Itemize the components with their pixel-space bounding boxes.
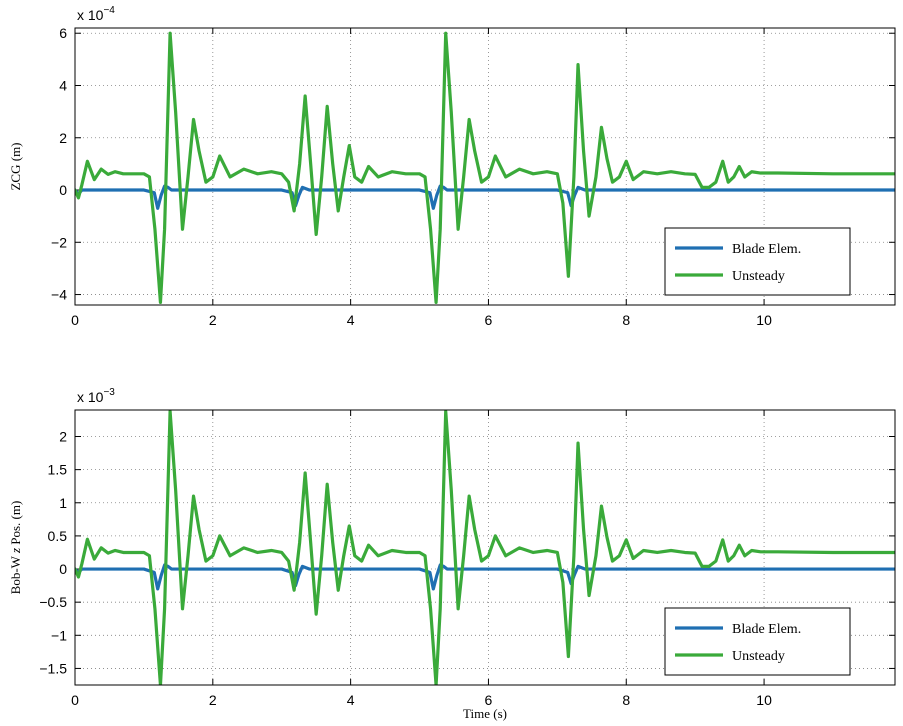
- x-tick-label: 6: [485, 692, 493, 708]
- x-tick-label: 4: [347, 312, 355, 328]
- y-tick-label: −2: [51, 234, 67, 250]
- y-axis-label: Bob-W z Pos. (m): [8, 501, 23, 595]
- y-exponent-base: x 10: [77, 389, 104, 405]
- axes-frame: [74, 409, 896, 686]
- x-tick-label: 10: [756, 312, 772, 328]
- y-axis-label-suffix: Pos. (m): [8, 501, 23, 548]
- y-exponent-power: −3: [103, 387, 115, 398]
- y-tick-label: −1.5: [39, 660, 67, 676]
- subplot-2: 0 2 4 6 8 10 −1.5 −1 −0.5 0 0.5 1 1.5 2 x 10−3 Bob-W z …: [8, 387, 896, 708]
- y-exponent-label: x 10−3: [77, 387, 115, 405]
- legend-label: Blade Elem.: [732, 242, 801, 257]
- y-axis-label-variable: z: [8, 548, 23, 554]
- y-tick-label: 1: [59, 495, 67, 511]
- y-axis-label: ZCG (m): [8, 142, 23, 190]
- y-exponent-power: −4: [103, 5, 115, 16]
- legend-frame: [664, 607, 851, 676]
- y-tick-label: −4: [51, 287, 67, 303]
- x-tick-label: 6: [485, 312, 493, 328]
- y-tick-label: 2: [59, 130, 67, 146]
- y-tick-label: 0: [59, 561, 67, 577]
- y-tick-label: 0.5: [48, 528, 68, 544]
- axes-frame: [74, 27, 896, 306]
- legend-frame: [664, 227, 851, 296]
- y-exponent-label: x 10−4: [77, 5, 115, 23]
- x-tick-label: 10: [756, 692, 772, 708]
- y-exponent-base: x 10: [77, 7, 104, 23]
- series-line-blade-elem: [75, 563, 895, 591]
- x-tick-label: 0: [71, 692, 79, 708]
- series-line-unsteady: [75, 410, 895, 685]
- series-line-blade-elem: [75, 184, 895, 210]
- y-tick-label: 6: [59, 25, 67, 41]
- y-axis-label-prefix: Bob-W: [8, 553, 23, 594]
- x-tick-label: 0: [71, 312, 79, 328]
- y-tick-label: −1: [51, 627, 67, 643]
- x-tick-label: 8: [622, 312, 630, 328]
- x-tick-label: 2: [209, 312, 217, 328]
- y-tick-label: −0.5: [39, 594, 67, 610]
- x-tick-label: 8: [622, 692, 630, 708]
- x-tick-label: 4: [347, 692, 355, 708]
- y-tick-label: 0: [59, 182, 67, 198]
- legend-label: Unsteady: [732, 649, 785, 664]
- y-tick-label: 4: [59, 77, 67, 93]
- legend: Blade Elem. Unsteady: [664, 227, 851, 296]
- y-tick-label: 1.5: [48, 462, 68, 478]
- series-lines: [75, 410, 895, 685]
- legend: Blade Elem. Unsteady: [664, 607, 851, 676]
- legend-label: Blade Elem.: [732, 622, 801, 637]
- legend-label: Unsteady: [732, 269, 785, 284]
- x-axis-label: Time (s): [463, 706, 507, 721]
- x-tick-label: 2: [209, 692, 217, 708]
- series-line-unsteady: [75, 31, 895, 304]
- y-tick-label: 2: [59, 429, 67, 445]
- series-lines: [75, 31, 895, 304]
